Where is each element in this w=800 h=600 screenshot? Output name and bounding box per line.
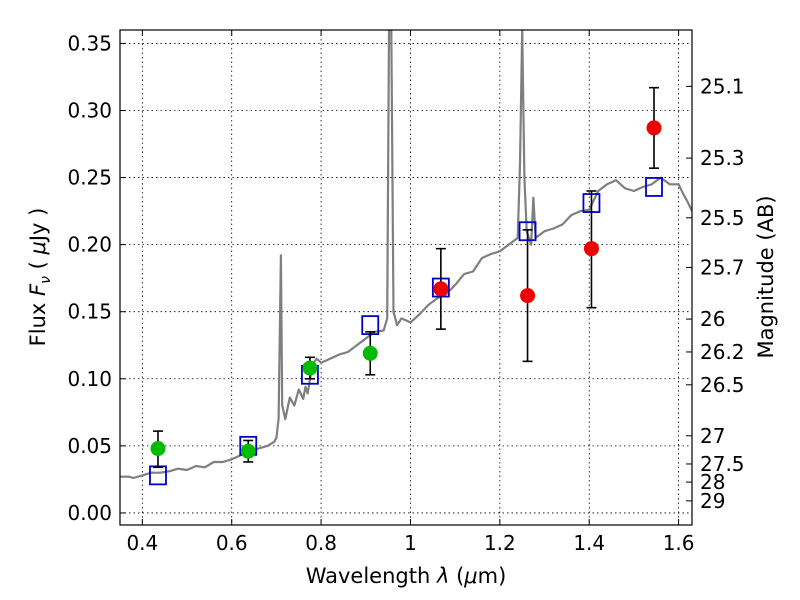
y-tick-label: 0.30 [67,98,112,122]
observed-flux-point [240,443,256,459]
y2-tick-label: 27.5 [700,452,745,476]
observed-flux-point [583,241,599,257]
x-axis-label: Wavelength λ (μm) [306,564,507,588]
y2-tick-label: 27 [700,424,725,448]
x-tick-label: 0.8 [305,531,337,555]
y-tick-label: 0.25 [67,166,112,190]
y-tick-label: 0.00 [67,501,112,525]
y2-tick-label: 26.2 [700,340,745,364]
x-tick-label: 1 [404,531,417,555]
x-tick-label: 1.4 [573,531,605,555]
observed-flux-point [520,288,536,304]
y-tick-label: 0.05 [67,434,112,458]
y-axis-ticks: 0.00 0.05 0.10 0.15 0.20 0.25 0.30 0.35 [67,31,126,525]
y2-axis-label: Magnitude (AB) [754,195,778,358]
y2-tick-label: 29 [700,489,725,513]
model-photometry-square [645,177,663,197]
observed-flux-point [302,360,318,376]
observed-flux-point [433,281,449,297]
y-tick-label: 0.10 [67,367,112,391]
y-tick-label: 0.35 [67,31,112,55]
grid-lines [120,30,692,525]
x-tick-label: 0.4 [126,531,158,555]
y2-tick-label: 25.1 [700,74,745,98]
y-tick-label: 0.20 [67,233,112,257]
y2-tick-label: 28 [700,470,725,494]
plot-frame [119,29,693,526]
plot-area [120,30,692,486]
observed-flux-point [150,441,166,457]
x-tick-label: 0.6 [216,531,248,555]
y-axis-label: Flux Fν ( μJy ) [26,208,54,347]
y-tick-label: 0.15 [67,300,112,324]
x-axis-ticks: 0.4 0.6 0.8 1 1.2 1.4 1.6 [126,30,695,555]
x-tick-label: 1.6 [663,531,695,555]
y2-tick-label: 25.5 [700,206,745,230]
y2-tick-label: 25.7 [700,255,745,279]
observed-flux-point [646,120,662,136]
x-tick-label: 1.2 [484,531,516,555]
model-spectrum-line [120,30,692,480]
model-photometry-square [149,465,167,486]
y2-tick-label: 26.5 [700,373,745,397]
observed-flux-point [362,345,378,361]
y2-tick-label: 26 [700,307,725,331]
y2-tick-label: 25.3 [700,146,745,170]
